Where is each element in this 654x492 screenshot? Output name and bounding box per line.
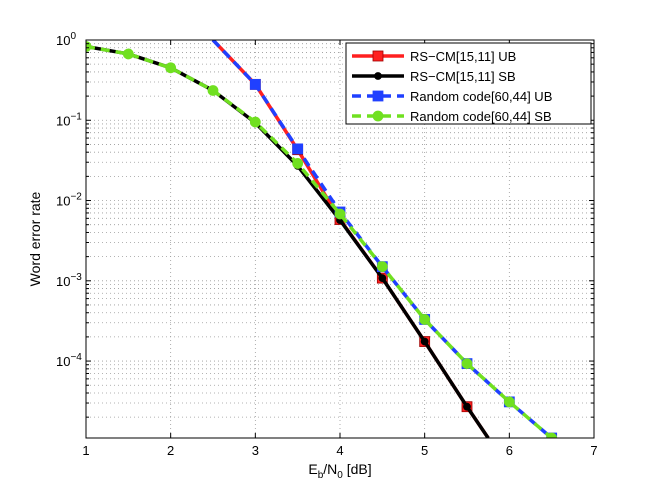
legend-entry: RS−CM[15,11] UB — [352, 49, 516, 64]
x-tick-label: 4 — [336, 443, 343, 458]
y-tick-label: 10−3 — [56, 272, 82, 289]
data-point — [463, 402, 471, 411]
y-tick-label: 10−1 — [56, 111, 82, 128]
data-point — [546, 432, 558, 438]
data-point — [461, 358, 473, 369]
series-line — [86, 44, 553, 438]
legend-marker — [372, 50, 384, 62]
data-point — [420, 337, 429, 346]
data-point — [334, 208, 346, 220]
legend-entry: Random code[60,44] UB — [352, 89, 552, 104]
legend-label: RS−CM[15,11] SB — [410, 69, 516, 84]
data-point — [122, 48, 134, 60]
x-axis-label: Eb/N0 [dB] — [308, 461, 371, 481]
legend-label: Random code[60,44] SB — [410, 109, 552, 124]
x-tick-label: 7 — [590, 443, 597, 458]
data-point — [378, 274, 387, 283]
series-layer — [86, 40, 558, 438]
x-tick-label: 3 — [252, 443, 259, 458]
data-point — [292, 143, 304, 155]
data-point — [292, 158, 304, 169]
x-tick-label: 1 — [82, 443, 89, 458]
legend-marker — [372, 90, 384, 102]
y-tick-label: 100 — [56, 31, 76, 48]
legend-entry: Random code[60,44] SB — [352, 109, 552, 124]
legend-marker — [374, 72, 382, 80]
legend-label: Random code[60,44] UB — [410, 89, 552, 104]
data-point — [503, 396, 515, 408]
data-point — [249, 78, 261, 90]
x-tick-label: 2 — [167, 443, 174, 458]
legend-label: RS−CM[15,11] UB — [410, 49, 516, 64]
data-point — [165, 62, 177, 74]
ticks: 1 2 3 4 5 6 7 100 10−1 10−2 10−3 10−4 — [56, 31, 598, 458]
data-point — [207, 85, 219, 96]
y-tick-label: 10−4 — [56, 352, 82, 369]
series-4 — [86, 41, 558, 438]
legend: RS−CM[15,11] UB RS−CM[15,11] SB Random cod… — [345, 42, 592, 125]
legend-marker — [372, 110, 384, 122]
data-point — [419, 314, 431, 325]
y-axis-label: Word error rate — [27, 191, 43, 286]
data-point — [249, 116, 261, 128]
x-tick-label: 6 — [506, 443, 513, 458]
legend-entry: RS−CM[15,11] SB — [352, 69, 516, 84]
data-point — [376, 261, 388, 273]
x-tick-label: 5 — [421, 443, 428, 458]
y-tick-label: 10−2 — [56, 192, 82, 209]
